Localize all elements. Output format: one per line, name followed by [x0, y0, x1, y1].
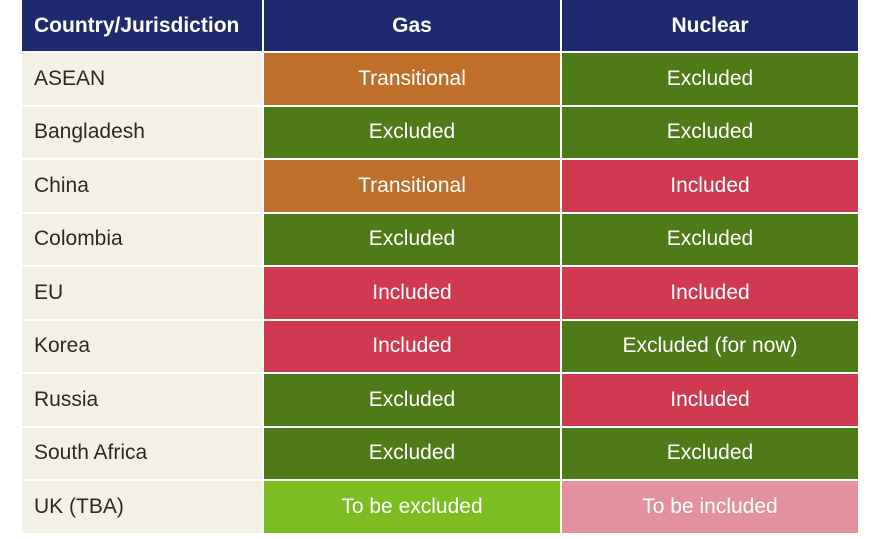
table-header-row: Country/Jurisdiction Gas Nuclear — [22, 0, 858, 51]
table-row: Korea Included Excluded (for now) — [22, 320, 858, 372]
gas-status-cell: To be excluded — [264, 481, 560, 533]
country-cell: UK (TBA) — [22, 481, 262, 533]
country-cell: ASEAN — [22, 53, 262, 105]
gas-status-cell: Excluded — [264, 106, 560, 158]
gas-status-cell: Excluded — [264, 374, 560, 426]
table-row: Colombia Excluded Excluded — [22, 213, 858, 265]
table-row: Russia Excluded Included — [22, 374, 858, 426]
gas-status-cell: Transitional — [264, 160, 560, 212]
taxonomy-table: Country/Jurisdiction Gas Nuclear ASEAN Tr… — [20, 0, 860, 535]
taxonomy-table-container: Country/Jurisdiction Gas Nuclear ASEAN Tr… — [22, 0, 858, 535]
nuclear-status-cell: Excluded — [562, 106, 858, 158]
country-cell: Korea — [22, 320, 262, 372]
table-row: ASEAN Transitional Excluded — [22, 53, 858, 105]
country-cell: Russia — [22, 374, 262, 426]
header-gas: Gas — [264, 0, 560, 51]
country-cell: Colombia — [22, 213, 262, 265]
header-country: Country/Jurisdiction — [22, 0, 262, 51]
header-nuclear: Nuclear — [562, 0, 858, 51]
nuclear-status-cell: Excluded — [562, 213, 858, 265]
country-cell: South Africa — [22, 427, 262, 479]
country-cell: Bangladesh — [22, 106, 262, 158]
nuclear-status-cell: Excluded — [562, 53, 858, 105]
nuclear-status-cell: To be included — [562, 481, 858, 533]
table-row: South Africa Excluded Excluded — [22, 427, 858, 479]
nuclear-status-cell: Included — [562, 374, 858, 426]
gas-status-cell: Transitional — [264, 53, 560, 105]
country-cell: EU — [22, 267, 262, 319]
nuclear-status-cell: Included — [562, 267, 858, 319]
table-row: Bangladesh Excluded Excluded — [22, 106, 858, 158]
gas-status-cell: Excluded — [264, 427, 560, 479]
nuclear-status-cell: Excluded (for now) — [562, 320, 858, 372]
gas-status-cell: Excluded — [264, 213, 560, 265]
gas-status-cell: Included — [264, 267, 560, 319]
country-cell: China — [22, 160, 262, 212]
table-row: EU Included Included — [22, 267, 858, 319]
nuclear-status-cell: Included — [562, 160, 858, 212]
table-row: UK (TBA) To be excluded To be included — [22, 481, 858, 533]
table-body: ASEAN Transitional Excluded Bangladesh Exclu… — [22, 53, 858, 533]
table-row: China Transitional Included — [22, 160, 858, 212]
gas-status-cell: Included — [264, 320, 560, 372]
nuclear-status-cell: Excluded — [562, 427, 858, 479]
